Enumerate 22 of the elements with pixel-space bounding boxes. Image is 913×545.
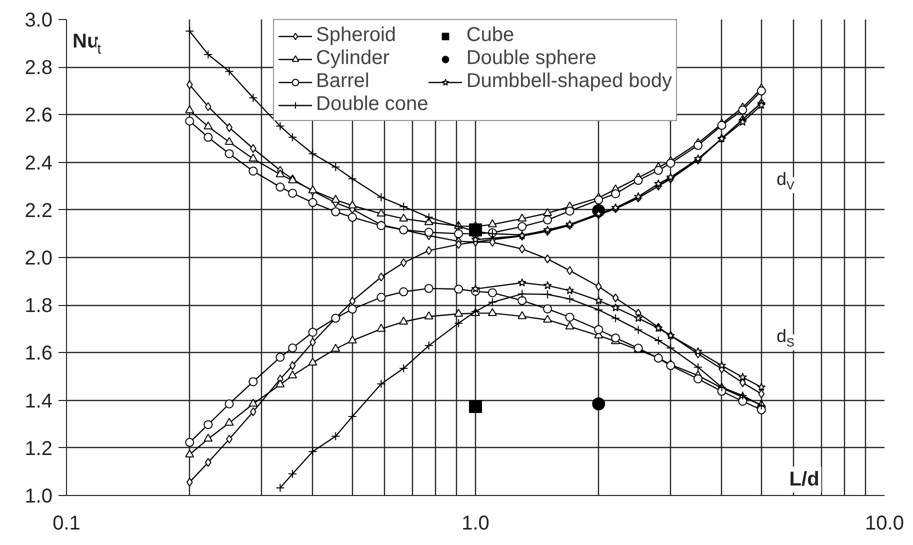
- legend-label: Double sphere: [466, 47, 596, 70]
- y-tick-label: 2.0: [24, 248, 53, 270]
- legend-label: Spheroid: [316, 24, 396, 47]
- y-tick-label: 1.6: [24, 342, 53, 365]
- y-tick-label: 2.6: [24, 104, 53, 127]
- y-tick-label: 2.8: [24, 57, 53, 80]
- legend-label: Double cone: [316, 93, 428, 116]
- y-tick-label: 1.4: [24, 390, 53, 412]
- x-tick-label: 1.0: [462, 512, 490, 534]
- legend-label: Barrel: [316, 70, 370, 93]
- legend-label: Dumbbell-shaped body: [466, 70, 672, 93]
- y-tick-label: 1.0: [24, 486, 53, 508]
- x-tick-label: 0.1: [52, 512, 80, 534]
- y-tick-label: 1.8: [24, 295, 53, 318]
- x-tick-label: 10.0: [865, 512, 904, 534]
- y-tick-label: 2.4: [24, 152, 53, 174]
- y-tick-label: 3.0: [24, 10, 53, 32]
- y-tick-label: 2.2: [24, 200, 53, 222]
- legend-label: Cube: [466, 24, 514, 47]
- x-axis-title: L/d: [789, 468, 820, 490]
- legend-label: Cylinder: [316, 47, 390, 70]
- y-tick-label: 1.2: [24, 438, 53, 460]
